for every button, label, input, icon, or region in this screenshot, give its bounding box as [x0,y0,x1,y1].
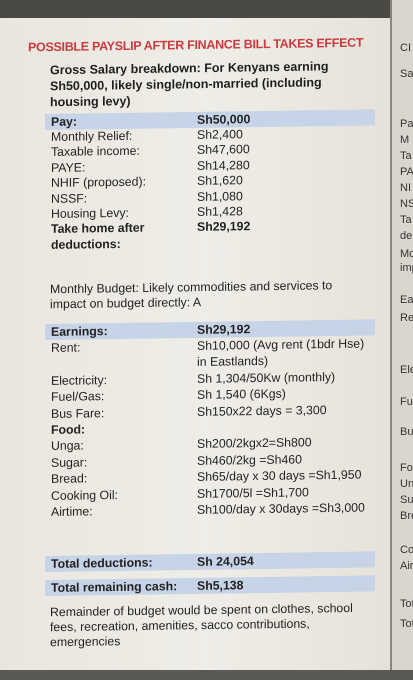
budget-value: Sh200/2kgx2=Sh800 [197,435,312,452]
adjacent-fragment: Total [400,618,413,630]
adjacent-fragment: Bus [400,426,413,438]
payslip-label: deductions: [51,236,121,252]
adjacent-fragment: Foo [400,462,413,474]
budget-note: Monthly Budget: Likely commodities and s… [50,278,333,312]
adjacent-column-fragment: CI Sa Pa M Ta PA NI NS Ta de Mc imp Ear Rer Elec Fue Bus… [390,0,413,680]
budget-label: Electricity: [51,372,108,388]
budget-table: Earnings: Sh29,192 Rent: Sh10,000 (Avg rent… [45,319,375,520]
adjacent-fragment: Rer [400,312,413,324]
budget-label: Airtime: [51,504,93,519]
adjacent-fragment: Mc [400,248,413,260]
budget-label: Sugar: [51,455,88,470]
budget-label: Food: [51,422,86,437]
totals-table: Total deductions: Sh 24,054 Total remainin… [45,551,375,596]
adjacent-fragment: Tota [400,598,413,610]
adjacent-fragment: M [400,134,410,146]
page-top-shadow [0,0,413,18]
adjacent-fragment: imp [400,262,413,274]
adjacent-fragment: Pa [400,118,413,130]
totals-row: Total remaining cash: Sh5,138 [45,575,375,596]
budget-value: Sh 1,540 (6Kgs) [197,386,286,403]
adjacent-fragment: Brea [400,510,413,522]
budget-value: Sh460/2kg =Sh460 [197,452,302,468]
adjacent-fragment: PA [400,166,413,178]
adjacent-fragment: Elec [400,364,413,376]
totals-label: Total deductions: [51,555,153,571]
adjacent-fragment: Ear [400,294,413,306]
budget-label: Bread: [51,471,88,487]
totals-label: Total remaining cash: [51,579,178,595]
adjacent-fragment: de [400,230,413,242]
adjacent-fragment: Cook [400,544,413,556]
totals-value: Sh 24,054 [197,554,254,569]
budget-value: Sh65/day x 30 days =Sh1,950 [197,467,362,485]
budget-label [45,355,197,373]
budget-label: Unga: [51,438,84,454]
budget-label: Fuel/Gas: [51,389,105,405]
budget-label: Rent: [51,340,81,355]
budget-label: Cooking Oil: [51,487,118,503]
totals-row: Total deductions: Sh 24,054 [45,551,375,572]
adjacent-fragment: Ung [400,478,413,490]
budget-label: Earnings: [51,324,108,339]
budget-label: Bus Fare: [51,405,105,421]
budget-value: Sh10,000 (Avg rent (1bdr Hse) [197,336,365,353]
adjacent-fragment: Ta [400,214,412,226]
adjacent-fragment: Sa [400,68,413,80]
budget-value: Sh 1,304/50Kw (monthly) [197,369,336,386]
budget-value [197,418,375,436]
adjacent-fragment: CI [400,42,411,54]
budget-row: Airtime: Sh100/day x 30days =Sh3,000 [45,500,375,520]
payslip-value [197,233,375,251]
budget-value: Sh1700/5l =Sh1,700 [197,484,309,501]
budget-value: Sh150x22 days = 3,300 [197,402,327,419]
budget-value: Sh100/day x 30days =Sh3,000 [197,500,365,517]
budget-value: Sh29,192 [197,322,251,337]
totals-value: Sh5,138 [197,578,244,593]
budget-value: in Eastlands) [197,354,269,370]
adjacent-fragment: NI [400,182,411,194]
footer-note: Remainder of budget would be spent on cl… [50,601,353,650]
intro-text: Gross Salary breakdown: For Kenyans earn… [50,59,329,110]
payslip-row: deductions: [45,233,375,253]
adjacent-fragment: Ta [400,150,412,162]
headline: POSSIBLE PAYSLIP AFTER FINANCE BILL TAKE… [28,35,364,55]
adjacent-fragment: Suga [400,494,413,506]
page-bottom-shadow [0,670,413,680]
adjacent-fragment: Fue [400,396,413,408]
adjacent-fragment: NS [400,198,413,210]
payslip-table: Pay: Sh50,000 Monthly Relief: Sh2,400 Taxabl… [45,109,375,253]
adjacent-fragment: Airti [400,560,413,572]
